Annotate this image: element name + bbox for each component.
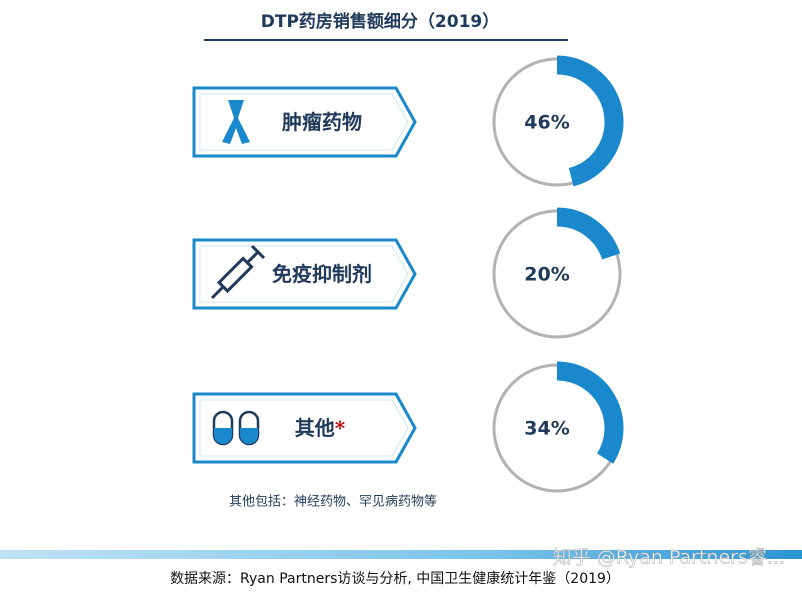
category-label: 肿瘤药物 [282, 110, 362, 134]
value-label: 46% [524, 112, 569, 134]
rows: 肿瘤药物 46% 免疫抑制剂 20% 其他* 34% [192, 55, 624, 493]
category-text: 肿瘤药物 [282, 110, 362, 134]
label-box-inner [199, 245, 409, 303]
category-text: 免疫抑制剂 [272, 262, 372, 286]
label-box [192, 238, 417, 310]
category-label: 免疫抑制剂 [272, 262, 372, 286]
label-box [192, 86, 417, 158]
bottom-band [0, 550, 802, 559]
icon-ribbon [222, 100, 250, 144]
row: 其他* 34% [192, 361, 624, 493]
icon-plunger-cap [250, 244, 266, 260]
icon-capsule-half [240, 428, 258, 444]
row: 免疫抑制剂 20% [192, 207, 622, 339]
gauge-arc [556, 361, 624, 464]
icon-capsule-half [214, 428, 232, 444]
gauge-arc [556, 207, 621, 260]
category-label: 其他* [295, 416, 346, 440]
row: 肿瘤药物 46% [192, 55, 624, 187]
source-note: 数据来源：Ryan Partners访谈与分析, 中国卫生健康统计年鉴（2019… [170, 570, 620, 587]
icon-plunger [246, 250, 260, 264]
value-label: 34% [524, 418, 569, 440]
chart-title: DTP药房销售额细分（2019） [261, 11, 499, 32]
label-box-inner [199, 93, 409, 151]
gauge-arc [556, 55, 624, 187]
value-label: 20% [524, 264, 569, 286]
label-box [192, 392, 417, 464]
watermark: 知乎 @Ryan Partners睿... [553, 547, 785, 569]
category-text: 其他 [295, 416, 335, 440]
icon-needle [210, 284, 226, 300]
asterisk: * [335, 416, 346, 440]
label-box-inner [199, 399, 409, 457]
footnote: 其他包括：神经药物、罕见病药物等 [229, 494, 437, 510]
